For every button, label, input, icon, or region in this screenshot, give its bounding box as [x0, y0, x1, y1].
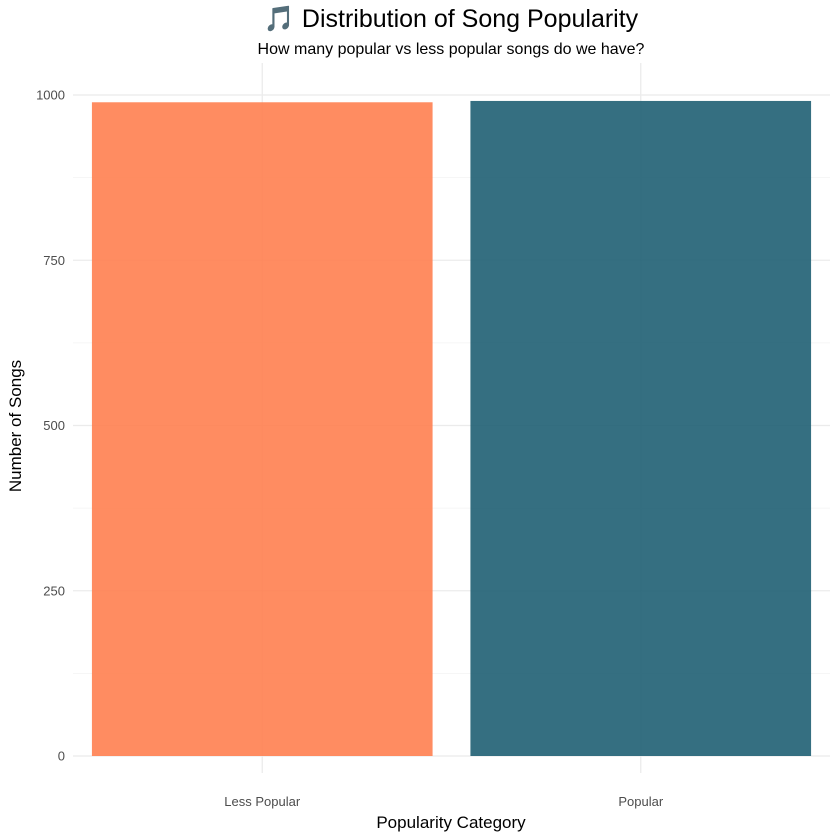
y-tick-label: 250: [43, 583, 65, 598]
chart-title: 🎵 Distribution of Song Popularity: [264, 5, 639, 33]
y-axis-title: Number of Songs: [6, 360, 25, 492]
x-axis-ticks: Less Popular Popular: [224, 794, 664, 809]
x-tick-label: Less Popular: [224, 794, 301, 809]
chart-subtitle: How many popular vs less popular songs d…: [258, 41, 645, 58]
y-axis-ticks: 0 250 500 750 1000: [36, 88, 65, 764]
y-tick-label: 0: [58, 749, 65, 764]
y-tick-label: 750: [43, 253, 65, 268]
bars: [91, 100, 812, 757]
y-tick-label: 1000: [36, 88, 65, 103]
bar-less-popular: [91, 102, 433, 756]
x-axis-title: Popularity Category: [376, 813, 526, 832]
x-tick-label: Popular: [618, 794, 663, 809]
bar-popular: [470, 100, 812, 757]
y-tick-label: 500: [43, 418, 65, 433]
